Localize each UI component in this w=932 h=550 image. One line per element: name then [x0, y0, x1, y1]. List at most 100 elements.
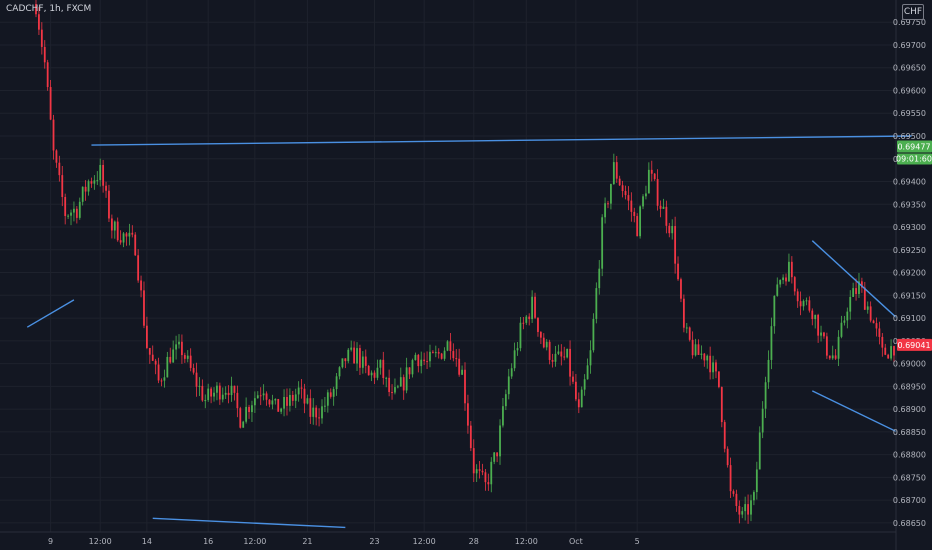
candle-body	[204, 400, 207, 402]
candle-body	[280, 408, 283, 412]
candle-body	[738, 506, 741, 515]
candle-body	[580, 389, 583, 408]
candle-body	[793, 277, 796, 292]
candle-body	[814, 314, 817, 320]
candle-body	[394, 387, 396, 393]
candle-body	[887, 354, 890, 359]
candle-body	[239, 408, 242, 428]
candle-body	[472, 448, 475, 474]
candle-body	[382, 359, 385, 379]
candle-body	[277, 398, 280, 412]
candle-body	[61, 175, 64, 198]
candle-body	[391, 392, 393, 394]
candle-body	[370, 372, 373, 376]
candle-body	[151, 354, 154, 361]
x-tick-label: 12:00	[89, 537, 112, 546]
candle-body	[388, 377, 391, 393]
candle-body	[715, 362, 717, 372]
candle-body	[198, 385, 201, 387]
candle-body	[636, 216, 639, 237]
candle-body	[761, 408, 764, 433]
candle-body	[502, 406, 504, 426]
candle-body	[688, 327, 691, 340]
candle-body	[408, 367, 411, 375]
candle-body	[566, 348, 569, 358]
candle-body	[87, 181, 90, 192]
candle-body	[656, 179, 659, 206]
candle-body	[350, 347, 353, 350]
candle-body	[55, 150, 58, 163]
candle-body	[823, 332, 825, 337]
symbol-label[interactable]: CADCHF, 1h, FXCM	[6, 4, 92, 14]
currency-button[interactable]: CHF	[902, 4, 924, 20]
candle-body	[706, 355, 709, 361]
candle-body	[399, 377, 402, 387]
candle-body	[554, 353, 557, 362]
candle-body	[43, 46, 46, 63]
candle-body	[767, 359, 770, 383]
candle-body	[834, 355, 837, 359]
candle-body	[840, 322, 843, 337]
candle-body	[525, 316, 528, 323]
candle-body	[513, 350, 516, 369]
y-tick-label: 0.69500	[893, 132, 926, 141]
candle-body	[49, 87, 52, 120]
candle-body	[294, 394, 297, 401]
candle-body	[128, 232, 131, 237]
candle-body	[169, 356, 172, 363]
candle-body	[732, 491, 735, 494]
candle-body	[396, 386, 399, 388]
candle-body	[312, 407, 315, 417]
candle-body	[210, 388, 213, 397]
x-tick-label: 12:00	[515, 537, 538, 546]
candle-body	[134, 234, 137, 256]
reference-price-label: 0.69477	[897, 142, 930, 151]
candle-body	[122, 233, 125, 243]
y-tick-label: 0.69150	[893, 291, 926, 300]
candle-body	[326, 392, 329, 406]
candle-body	[604, 203, 606, 218]
candle-body	[475, 469, 478, 474]
candle-body	[38, 14, 40, 30]
grid	[0, 0, 896, 532]
candle-body	[230, 385, 233, 396]
candle-body	[81, 186, 84, 202]
candle-body	[417, 354, 420, 367]
candle-body	[858, 281, 860, 294]
candle-body	[201, 385, 204, 401]
y-tick-label: 0.69100	[893, 314, 926, 323]
candle-body	[522, 322, 525, 324]
candle-body	[242, 421, 245, 428]
candle-body	[717, 371, 720, 388]
candle-body	[531, 296, 534, 320]
candle-body	[808, 300, 811, 311]
candle-body	[464, 369, 466, 404]
candle-body	[884, 347, 887, 355]
candle-body	[361, 356, 364, 368]
candle-body	[216, 385, 218, 393]
candle-body	[423, 359, 426, 362]
y-tick-label: 0.68900	[893, 405, 926, 414]
trendline	[811, 390, 898, 433]
candle-body	[755, 469, 758, 493]
y-tick-label: 0.69600	[893, 86, 926, 95]
candle-body	[186, 355, 189, 359]
candle-body	[405, 367, 408, 391]
candle-body	[46, 62, 49, 88]
candle-body	[694, 344, 697, 356]
candle-body	[723, 422, 726, 449]
x-tick-label: 28	[469, 537, 479, 546]
candle-body	[286, 397, 288, 406]
candle-body	[872, 320, 875, 324]
candle-body	[344, 358, 347, 362]
candle-body	[288, 394, 291, 406]
current-price-label: 0.69041	[897, 341, 930, 350]
x-tick-label: 12:00	[413, 537, 436, 546]
price-tag-bg	[897, 140, 932, 153]
candle-body	[490, 461, 493, 485]
candle-body	[828, 355, 831, 359]
y-tick-label: 0.69000	[893, 360, 926, 369]
candle-body	[253, 398, 256, 406]
candle-body	[542, 337, 545, 348]
